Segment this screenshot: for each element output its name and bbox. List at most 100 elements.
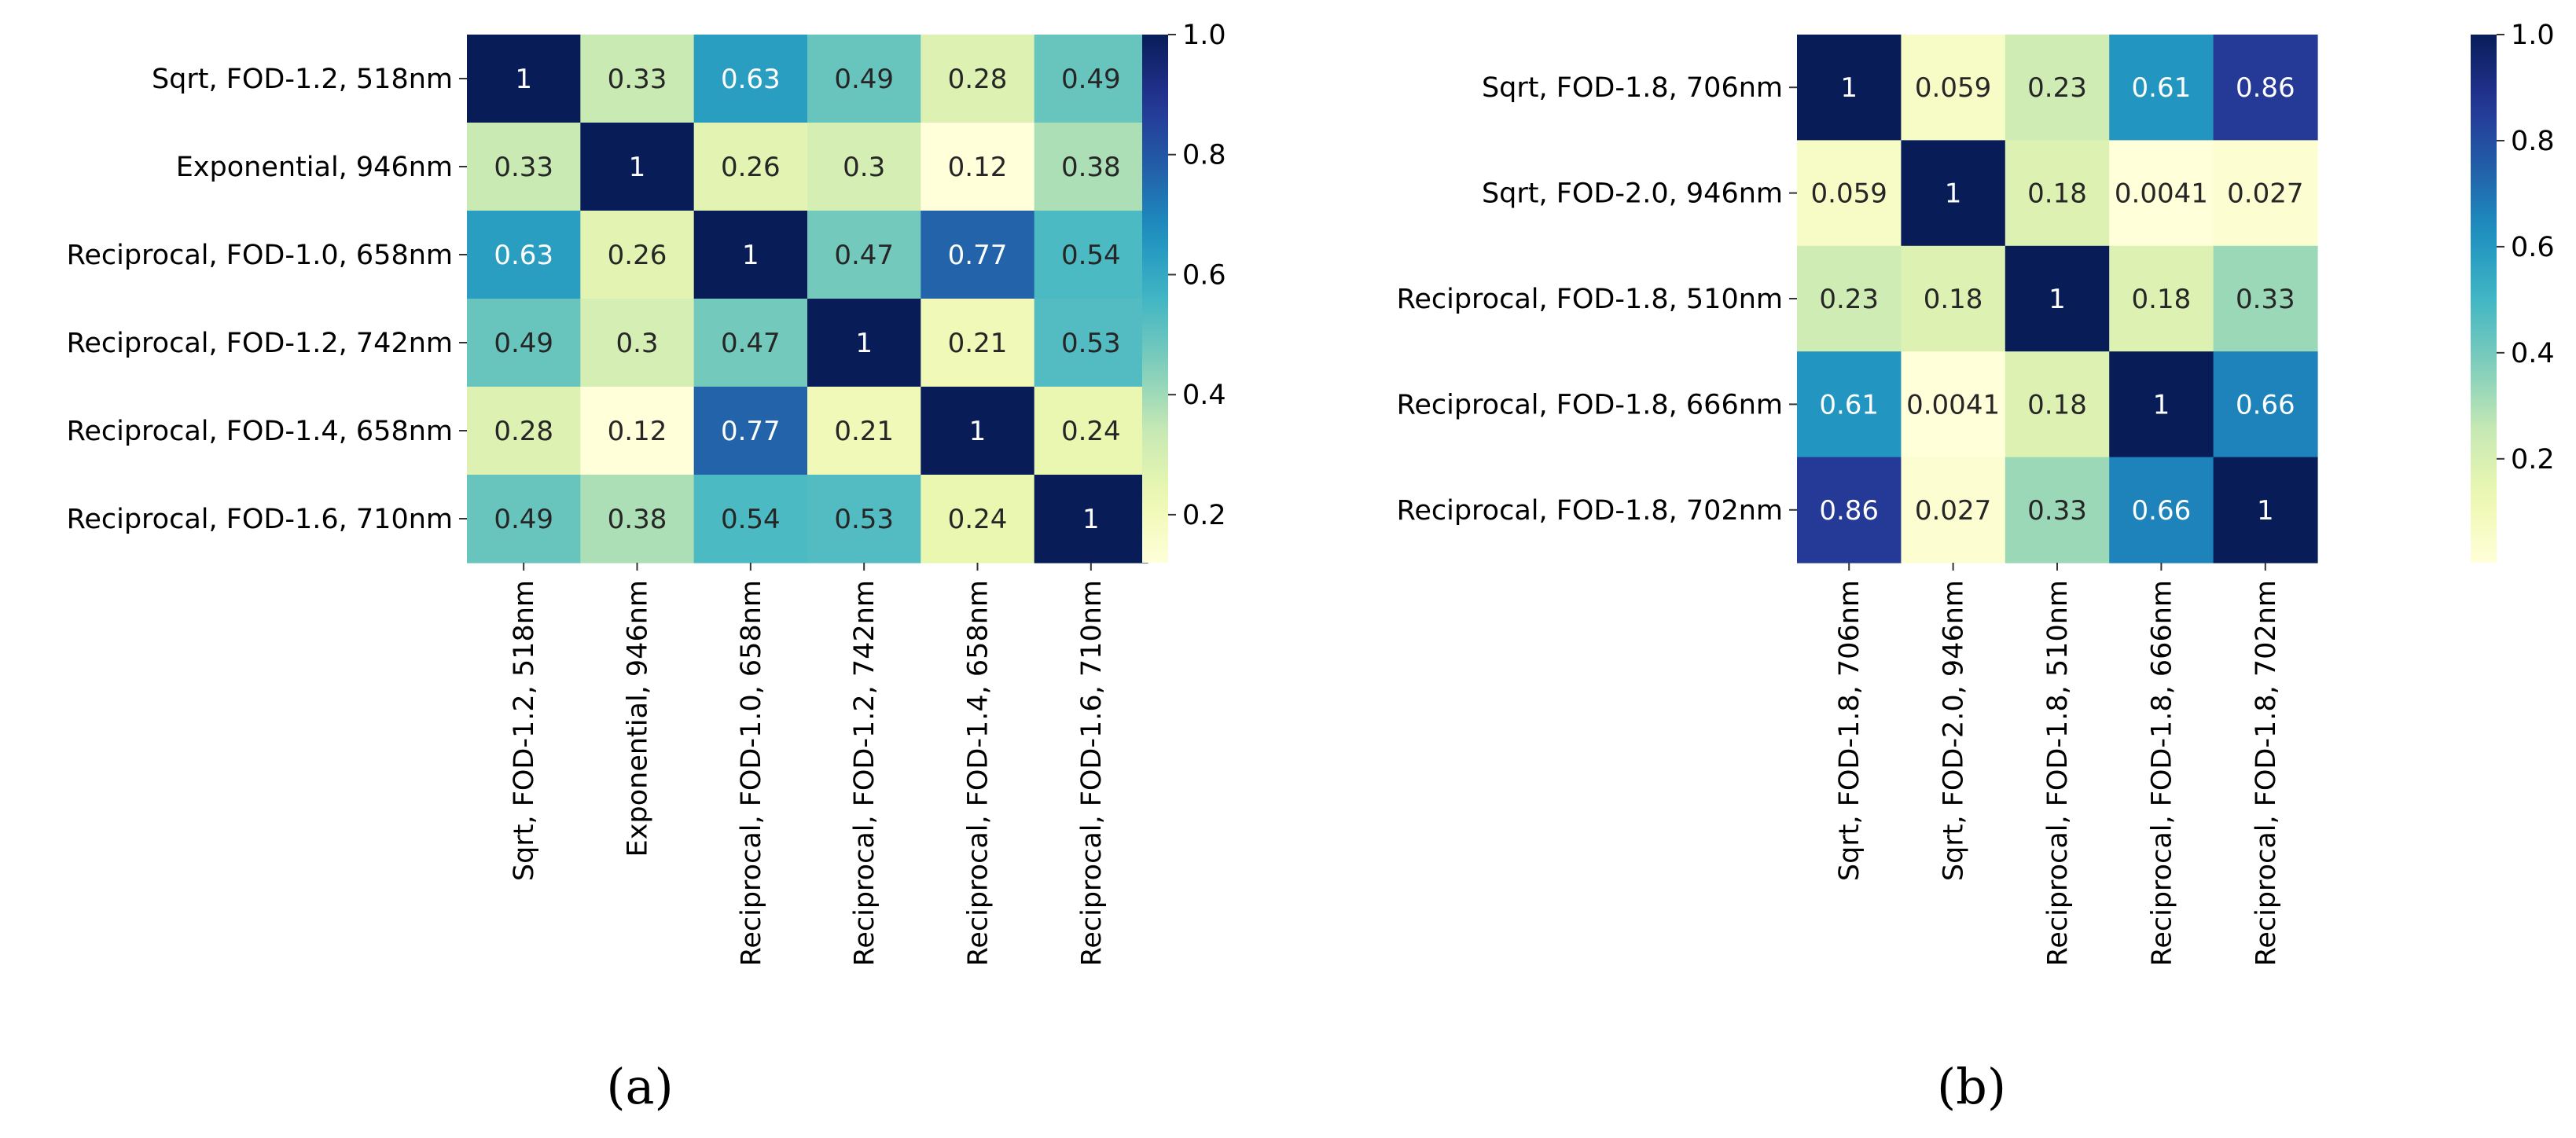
heatmap-b-cell-r4-c3 [2109, 457, 2214, 563]
heatmap-b-col-label-4: Reciprocal, FOD-1.8, 702nm [2251, 580, 2282, 966]
heatmap-a-cell-label-r2-c3: 0.47 [834, 240, 894, 271]
heatmap-b-cell-r4-c4 [2213, 457, 2318, 563]
heatmap-a-cell-r1-c5 [1034, 123, 1148, 211]
heatmap-a-cell-label-r5-c5: 1 [1082, 504, 1100, 535]
heatmap-a-cell-r0-c3 [807, 35, 921, 123]
heatmap-a-cell-r3-c3 [807, 299, 921, 387]
heatmap-a-cell-label-r1-c2: 0.26 [721, 152, 781, 183]
panel-label-a: (a) [606, 1058, 673, 1115]
heatmap-b-cell-r1-c4 [2213, 140, 2318, 247]
heatmap-b-col-label-3: Reciprocal, FOD-1.8, 666nm [2146, 580, 2177, 966]
heatmap-a-cell-label-r1-c3: 0.3 [843, 152, 885, 183]
heatmap-a-cell-r2-c5 [1034, 211, 1148, 299]
heatmap-a-col-label-0: Sqrt, FOD-1.2, 518nm [509, 580, 540, 881]
heatmap-a-row-label-0: Sqrt, FOD-1.2, 518nm [152, 64, 453, 95]
heatmap-a-row-labels: Sqrt, FOD-1.2, 518nm Exponential, 946nm Re… [67, 64, 467, 535]
panel-label-b: (b) [1937, 1058, 2006, 1115]
heatmap-a-cell-label-r0-c3: 0.49 [834, 64, 894, 95]
heatmap-a-cell-label-r3-c0: 0.49 [494, 328, 553, 359]
heatmap-a-cell-label-r1-c5: 0.38 [1061, 152, 1121, 183]
colorbar-b: 0.2 0.4 0.6 0.8 1.0 [2471, 20, 2555, 563]
heatmap-b-cell-label-r1-c4: 0.027 [2227, 178, 2303, 210]
heatmap-a-row-label-4: Reciprocal, FOD-1.4, 658nm [67, 416, 453, 447]
heatmap-a-cell-r5-c2 [693, 475, 808, 563]
heatmap-b-cell-label-r3-c4: 0.66 [2236, 389, 2295, 420]
heatmap-b-cell-label-r0-c0: 1 [1840, 72, 1858, 104]
heatmap-b-cell-label-r0-c4: 0.86 [2236, 72, 2295, 104]
heatmap-b-cell-r1-c3 [2109, 140, 2214, 247]
heatmap-a-cell-label-r4-c5: 0.24 [1061, 416, 1121, 447]
heatmap-b-cell-label-r1-c2: 0.18 [2027, 178, 2087, 210]
heatmap-a-cell-r0-c1 [580, 35, 695, 123]
colorbar-b-tick-label-2: 0.6 [2511, 232, 2555, 263]
heatmap-b-col-label-2: Reciprocal, FOD-1.8, 510nm [2042, 580, 2074, 966]
heatmap-a-cell-label-r5-c1: 0.38 [608, 504, 667, 535]
heatmap-b-cell-r3-c4 [2213, 351, 2318, 458]
heatmap-a-cell-r4-c2 [693, 387, 808, 475]
heatmap-b-cell-label-r4-c3: 0.66 [2132, 495, 2192, 527]
heatmap-a-cell-r3-c1 [580, 299, 695, 387]
heatmap-a-col-label-4: Reciprocal, FOD-1.4, 658nm [963, 580, 994, 966]
heatmap-a-cell-label-r5-c4: 0.24 [948, 504, 1008, 535]
colorbar-a-gradient [1142, 35, 1168, 563]
heatmap-a-cell-label-r4-c0: 0.28 [494, 416, 553, 447]
heatmap-b-cell-r0-c4 [2213, 35, 2318, 141]
heatmap-b-cell-r2-c3 [2109, 245, 2214, 352]
heatmap-b-cell-label-r3-c0: 0.61 [1819, 389, 1879, 420]
heatmap-a-cell-r2-c1 [580, 211, 695, 299]
heatmap-a-cell-label-r2-c2: 1 [742, 240, 759, 271]
heatmap-a-cell-label-r3-c1: 0.3 [616, 328, 658, 359]
heatmap-a-cell-label-r0-c2: 0.63 [721, 64, 781, 95]
heatmap-b-cell-label-r2-c0: 0.23 [1819, 284, 1879, 315]
heatmap-b-cell-label-r1-c3: 0.0041 [2115, 178, 2208, 210]
heatmap-a-cell-r3-c2 [693, 299, 808, 387]
heatmap-a-cell-r0-c0 [467, 35, 581, 123]
heatmap-a-cell-label-r1-c0: 0.33 [494, 152, 553, 183]
colorbar-a-tick-label-0: 0.2 [1182, 500, 1226, 531]
heatmap-b-cell-r4-c1 [1901, 457, 2006, 563]
heatmap-a-cell-label-r5-c2: 0.54 [721, 504, 781, 535]
heatmap-b-cell-label-r0-c1: 0.059 [1915, 72, 1991, 104]
heatmap-b-cell-label-r1-c1: 1 [1945, 178, 1962, 210]
heatmap-a-cell-r5-c3 [807, 475, 921, 563]
heatmap-a-cell-label-r2-c1: 0.26 [608, 240, 667, 271]
heatmap-b-cell-label-r3-c2: 0.18 [2027, 389, 2087, 420]
heatmap-a-cell-label-r4-c2: 0.77 [721, 416, 781, 447]
heatmap-b-row-label-2: Reciprocal, FOD-1.8, 510nm [1397, 284, 1783, 315]
heatmap-a-cell-r5-c4 [921, 475, 1035, 563]
heatmap-b-cell-label-r4-c4: 1 [2257, 495, 2274, 527]
colorbar-b-gradient [2471, 35, 2497, 563]
heatmap-a-cell-r5-c1 [580, 475, 695, 563]
heatmap-a-cell-r3-c4 [921, 299, 1035, 387]
heatmap-a-cell-r2-c3 [807, 211, 921, 299]
heatmap-b-cell-r0-c1 [1901, 35, 2006, 141]
heatmap-a-column-labels: Sqrt, FOD-1.2, 518nm Exponential, 946nm Re… [509, 563, 1108, 966]
heatmap-panel-b: 1 0.059 0.23 0.61 0.860.059 1 0.18 0.0041 0.0270… [1397, 20, 2555, 1115]
heatmap-a-cell-r4-c0 [467, 387, 581, 475]
heatmap-b-cell-r3-c0 [1797, 351, 1902, 458]
heatmap-b-row-label-4: Reciprocal, FOD-1.8, 702nm [1397, 495, 1783, 527]
heatmap-b-row-label-1: Sqrt, FOD-2.0, 946nm [1482, 178, 1783, 210]
heatmap-a-cell-label-r3-c2: 0.47 [721, 328, 781, 359]
heatmap-b-cell-label-r2-c3: 0.18 [2132, 284, 2192, 315]
heatmap-b-cell-label-r0-c2: 0.23 [2027, 72, 2087, 104]
heatmap-a-cell-label-r0-c0: 1 [515, 64, 532, 95]
heatmap-a-cell-label-r4-c3: 0.21 [834, 416, 894, 447]
heatmap-b-cell-label-r4-c0: 0.86 [1819, 495, 1879, 527]
heatmap-a-cell-r3-c5 [1034, 299, 1148, 387]
heatmap-a-cell-r5-c0 [467, 475, 581, 563]
heatmap-a-cell-r4-c4 [921, 387, 1035, 475]
heatmap-a-col-label-3: Reciprocal, FOD-1.2, 742nm [849, 580, 880, 966]
heatmap-a-cell-label-r5-c0: 0.49 [494, 504, 553, 535]
heatmap-b-cell-label-r4-c1: 0.027 [1915, 495, 1991, 527]
heatmap-b-row-label-3: Reciprocal, FOD-1.8, 666nm [1397, 389, 1783, 420]
heatmap-a-cell-r1-c4 [921, 123, 1035, 211]
colorbar-a-tick-label-4: 1.0 [1182, 20, 1226, 51]
heatmap-b-cell-label-r1-c0: 0.059 [1811, 178, 1887, 210]
heatmap-a-cell-label-r2-c4: 0.77 [948, 240, 1008, 271]
heatmap-b-cell-r1-c2 [2005, 140, 2110, 247]
heatmap-a-cell-label-r2-c5: 0.54 [1061, 240, 1121, 271]
heatmap-b-cell-r2-c0 [1797, 245, 1902, 352]
heatmap-a-cell-r2-c2 [693, 211, 808, 299]
heatmap-a-cell-label-r0-c4: 0.28 [948, 64, 1008, 95]
